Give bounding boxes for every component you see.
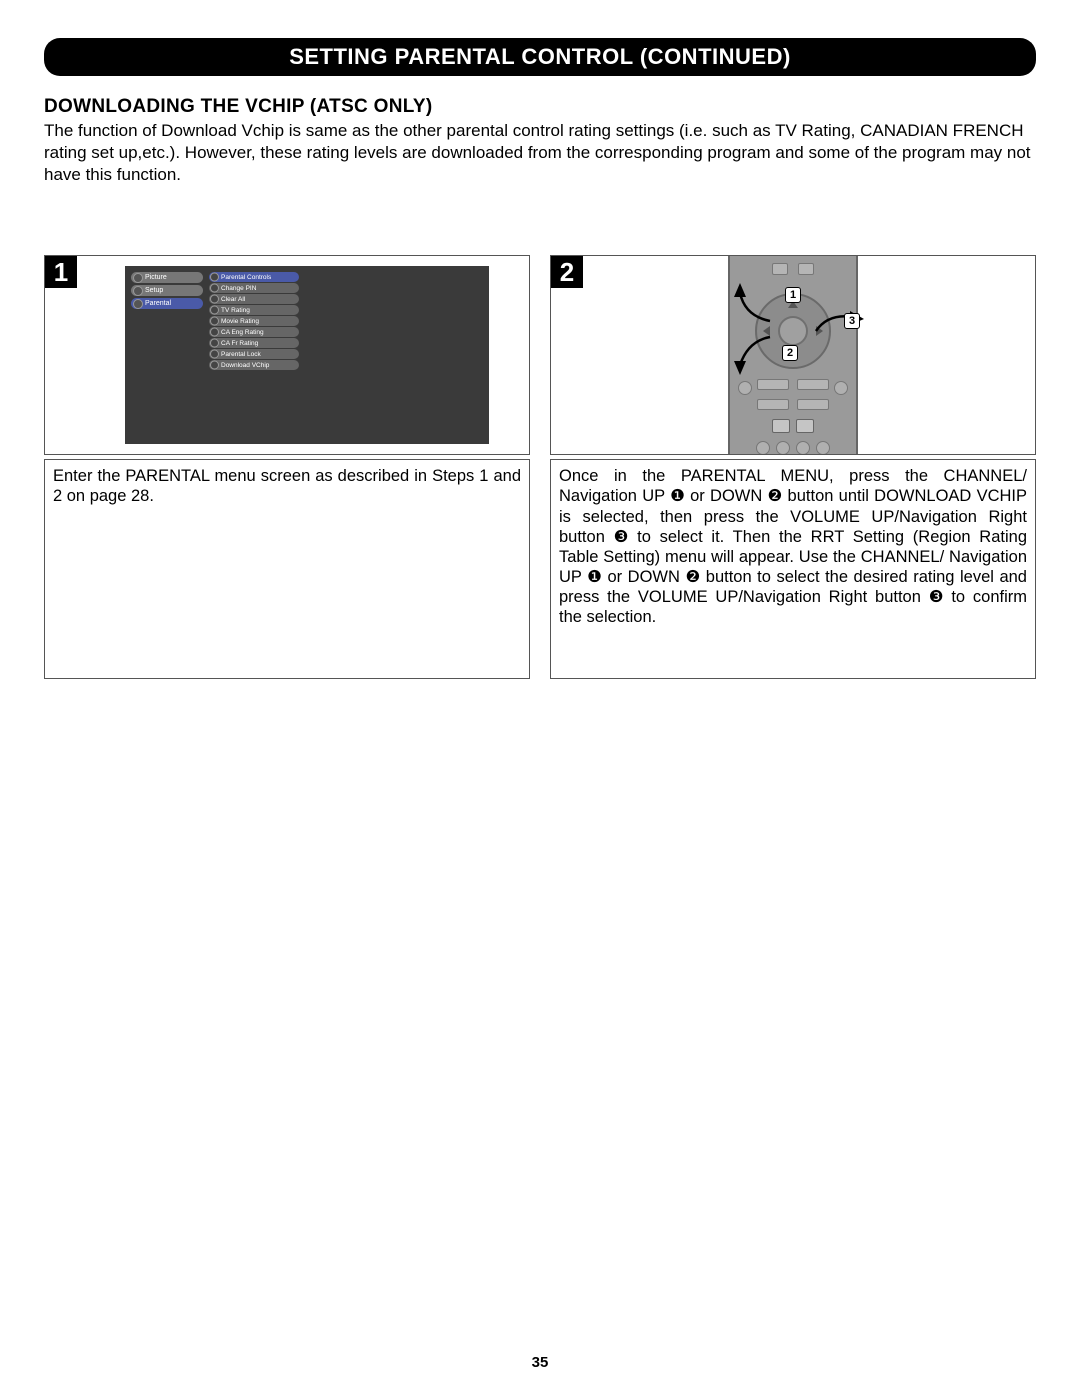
tv-menu-left: Picture Setup Parental [131,272,203,438]
step-badge-1: 1 [45,256,77,288]
menu-item-picture: Picture [131,272,203,283]
remote-btn [796,441,810,455]
remote-btn [816,441,830,455]
remote-btn [757,379,789,390]
tv-menu-right: Parental Controls Change PIN Clear All T… [209,272,299,438]
panel-2-text: Once in the PARENTAL MENU, press the CHA… [550,459,1036,679]
remote-row-buttons [730,399,856,410]
submenu-ca-fr-rating: CA Fr Rating [209,338,299,348]
callout-1-icon: ❶ [670,486,685,506]
panel-1: 1 Picture Setup Parental Parental Contro… [44,255,530,679]
intro-text: The function of Download Vchip is same a… [44,120,1036,185]
submenu-change-pin: Change PIN [209,283,299,293]
submenu-parental-controls: Parental Controls [209,272,299,282]
panel-2: 2 [550,255,1036,679]
remote-row-buttons [730,379,856,390]
menu-item-setup: Setup [131,285,203,296]
step-badge-2: 2 [551,256,583,288]
submenu-parental-lock: Parental Lock [209,349,299,359]
submenu-movie-rating: Movie Rating [209,316,299,326]
remote-btn [797,399,829,410]
dpad-center [778,316,808,346]
remote-btn [796,419,814,433]
remote-btn [756,441,770,455]
callout-3-icon: ❸ [929,587,944,607]
page-number: 35 [0,1354,1080,1371]
panels-row: 1 Picture Setup Parental Parental Contro… [44,255,1036,679]
text-part: or DOWN [602,568,686,586]
section-heading: DOWNLOADING THE VCHIP (ATSC ONLY) [44,96,1036,118]
callout-3-badge: 3 [844,313,860,329]
callout-3-icon: ❸ [614,527,629,547]
submenu-tv-rating: TV Rating [209,305,299,315]
callout-1-icon: ❶ [587,567,602,587]
tv-menu: Picture Setup Parental Parental Controls… [125,266,489,444]
callout-2-icon: ❷ [685,567,700,587]
remote-btn [772,263,788,275]
text-part: or DOWN [685,487,768,505]
panel-1-image: 1 Picture Setup Parental Parental Contro… [44,255,530,455]
remote-circle-buttons [730,441,856,455]
page-title: SETTING PARENTAL CONTROL (CONTINUED) [289,44,791,69]
remote-btn [798,263,814,275]
remote-btn [797,379,829,390]
page-title-bar: SETTING PARENTAL CONTROL (CONTINUED) [44,38,1036,76]
callout-2-badge: 2 [782,345,798,361]
callout-2-icon: ❷ [768,486,783,506]
remote-top-buttons [730,263,856,275]
remote-btn [757,399,789,410]
dpad-right-icon [816,326,823,336]
panel-2-image: 2 [550,255,1036,455]
dpad-left-icon [763,326,770,336]
callout-1-badge: 1 [785,287,801,303]
panel-1-text: Enter the PARENTAL menu screen as descri… [44,459,530,679]
panel-1-text-content: Enter the PARENTAL menu screen as descri… [53,467,521,505]
submenu-clear-all: Clear All [209,294,299,304]
menu-item-parental: Parental [131,298,203,309]
submenu-ca-eng-rating: CA Eng Rating [209,327,299,337]
remote-screen-buttons [730,419,856,433]
submenu-download-vchip: Download VChip [209,360,299,370]
remote-btn [776,441,790,455]
remote-btn [772,419,790,433]
remote: 1 2 3 [728,255,858,455]
